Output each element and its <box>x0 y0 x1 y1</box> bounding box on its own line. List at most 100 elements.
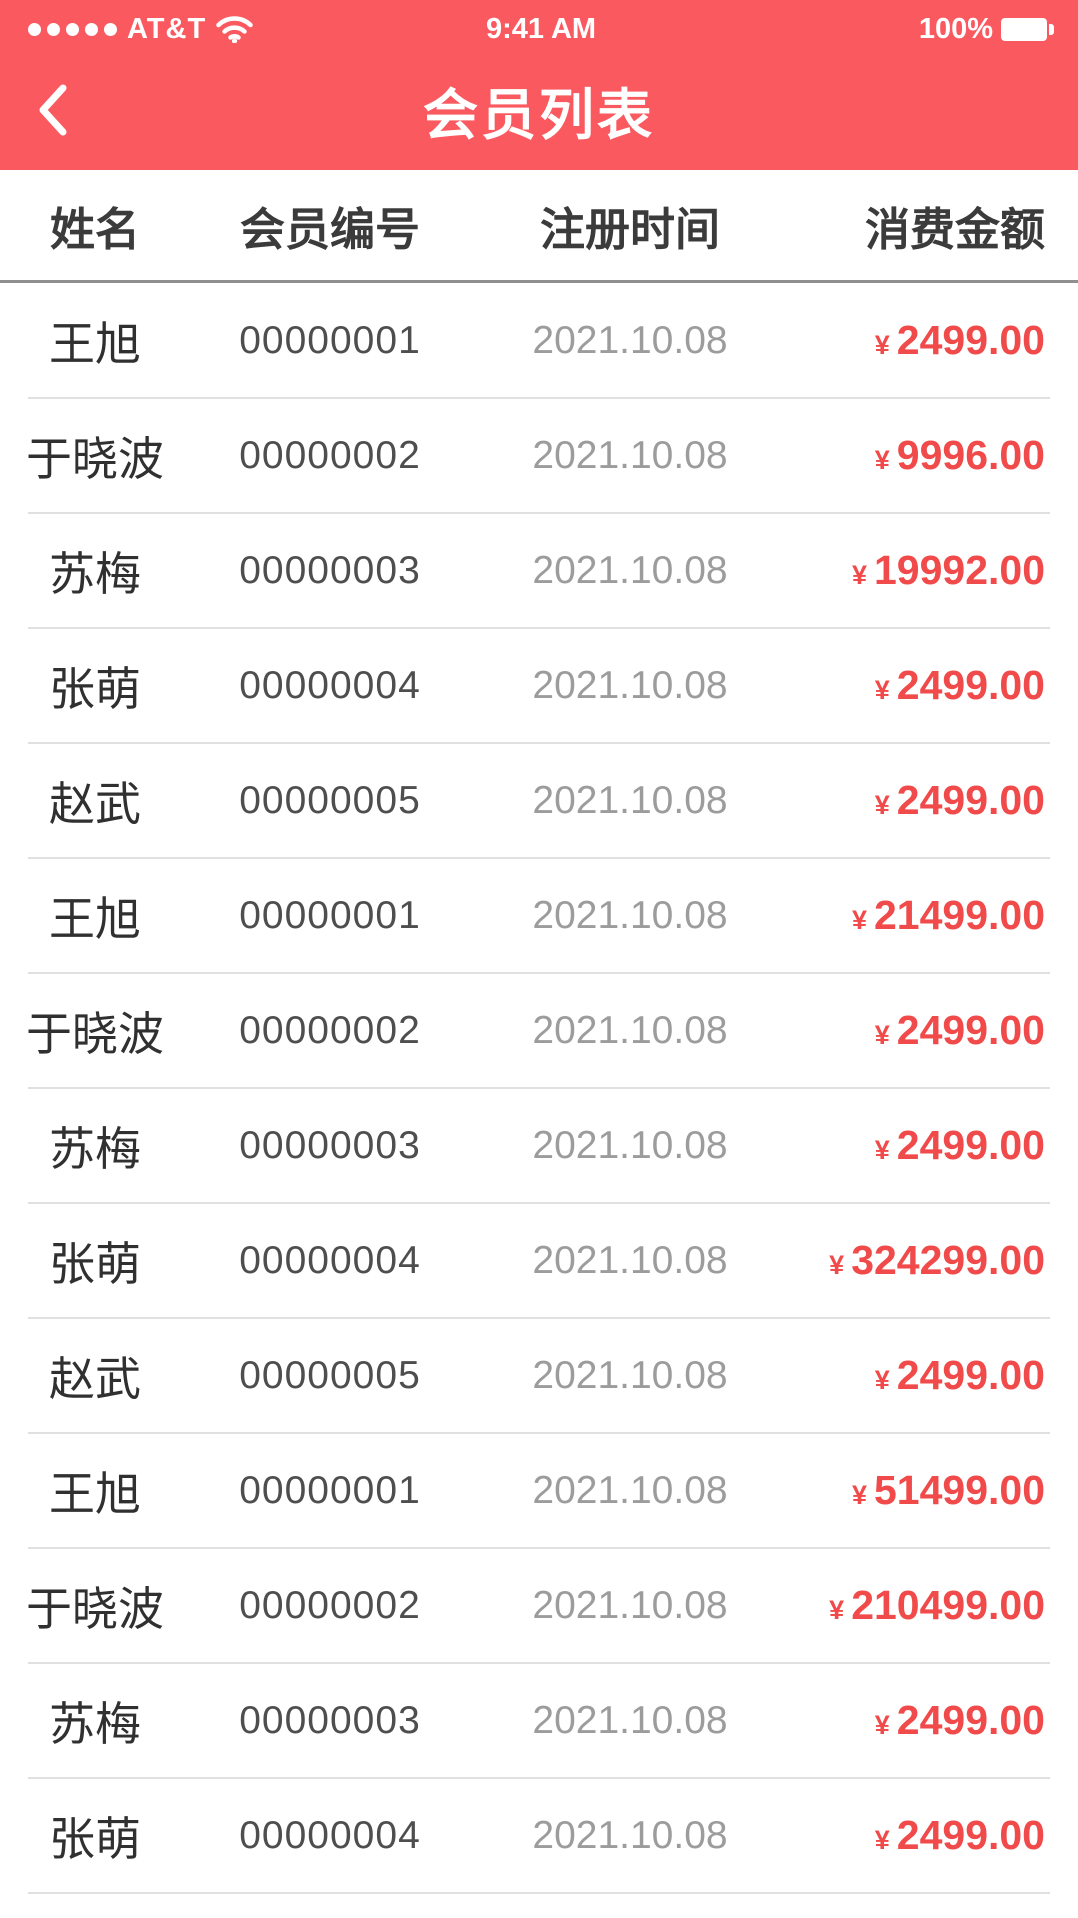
column-header-amount: 消费金额 <box>864 203 1045 255</box>
member-id: 00000002 <box>239 1583 421 1627</box>
member-row[interactable]: 王旭 00000001 2021.10.08 ¥21499.00 <box>0 858 1078 974</box>
member-row[interactable]: 赵武 00000005 2021.10.08 ¥2499.00 <box>0 743 1078 859</box>
member-row[interactable]: 苏梅 00000003 2021.10.08 ¥2499.00 <box>0 1088 1078 1204</box>
register-date: 2021.10.08 <box>532 318 728 362</box>
spend-amount: ¥2499.00 <box>874 662 1045 708</box>
member-row[interactable]: 于晓波 00000002 2021.10.08 ¥210499.00 <box>0 1548 1078 1664</box>
yen-currency-symbol: ¥ <box>874 1135 890 1165</box>
member-name: 王旭 <box>49 892 141 945</box>
member-table-body[interactable]: 王旭 00000001 2021.10.08 ¥2499.00 于晓波 0000… <box>0 283 1078 1894</box>
column-header-date: 注册时间 <box>539 203 720 255</box>
spend-amount: ¥9996.00 <box>874 432 1045 478</box>
column-header-name: 姓名 <box>49 203 140 255</box>
member-row[interactable]: 苏梅 00000003 2021.10.08 ¥19992.00 <box>0 513 1078 629</box>
member-row[interactable]: 苏梅 00000003 2021.10.08 ¥2499.00 <box>0 1663 1078 1779</box>
register-date: 2021.10.08 <box>532 778 728 822</box>
member-id: 00000004 <box>239 1238 421 1282</box>
spend-amount: ¥51499.00 <box>851 1467 1045 1513</box>
status-bar: AT&T 9:41 AM 100% <box>0 0 1078 50</box>
battery-percent-label: 100% <box>918 12 993 45</box>
app-header: AT&T 9:41 AM 100% <box>0 0 1078 170</box>
member-id: 00000002 <box>239 1008 421 1052</box>
register-date: 2021.10.08 <box>532 548 728 592</box>
member-id: 00000001 <box>239 318 421 362</box>
yen-currency-symbol: ¥ <box>874 1825 890 1855</box>
member-id: 00000003 <box>239 548 421 592</box>
spend-amount: ¥210499.00 <box>829 1582 1045 1628</box>
page-title: 会员列表 <box>422 84 655 146</box>
nav-bar: 会员列表 <box>0 50 1078 170</box>
member-id: 00000005 <box>239 1353 421 1397</box>
register-date: 2021.10.08 <box>532 1583 728 1627</box>
member-name: 张萌 <box>49 662 141 715</box>
yen-currency-symbol: ¥ <box>851 560 867 590</box>
member-row[interactable]: 张萌 00000004 2021.10.08 ¥324299.00 <box>0 1203 1078 1319</box>
member-name: 苏梅 <box>49 1697 141 1750</box>
register-date: 2021.10.08 <box>532 1353 728 1397</box>
member-name: 苏梅 <box>49 1122 141 1175</box>
yen-currency-symbol: ¥ <box>874 1020 890 1050</box>
member-name: 赵武 <box>49 777 141 830</box>
yen-currency-symbol: ¥ <box>874 790 890 820</box>
member-row[interactable]: 王旭 00000001 2021.10.08 ¥2499.00 <box>0 283 1078 399</box>
member-name: 于晓波 <box>26 1582 164 1635</box>
yen-currency-symbol: ¥ <box>829 1250 845 1280</box>
status-right: 100% <box>596 13 1054 46</box>
member-id: 00000003 <box>239 1698 421 1742</box>
spend-amount: ¥21499.00 <box>851 892 1045 938</box>
yen-currency-symbol: ¥ <box>874 675 890 705</box>
spend-amount: ¥2499.00 <box>874 1122 1045 1168</box>
member-name: 苏梅 <box>49 547 141 600</box>
member-row[interactable]: 张萌 00000004 2021.10.08 ¥2499.00 <box>0 1778 1078 1894</box>
yen-currency-symbol: ¥ <box>874 445 890 475</box>
spend-amount: ¥2499.00 <box>874 777 1045 823</box>
yen-currency-symbol: ¥ <box>874 330 890 360</box>
register-date: 2021.10.08 <box>532 1698 728 1742</box>
member-name: 赵武 <box>49 1352 141 1405</box>
spend-amount: ¥2499.00 <box>874 1812 1045 1858</box>
register-date: 2021.10.08 <box>532 1468 728 1512</box>
clock-label: 9:41 AM <box>485 12 597 45</box>
carrier-label: AT&T <box>127 12 207 45</box>
register-date: 2021.10.08 <box>532 1008 728 1052</box>
register-date: 2021.10.08 <box>532 893 728 937</box>
yen-currency-symbol: ¥ <box>851 1480 867 1510</box>
register-date: 2021.10.08 <box>532 1238 728 1282</box>
yen-currency-symbol: ¥ <box>851 905 867 935</box>
yen-currency-symbol: ¥ <box>874 1710 890 1740</box>
member-row[interactable]: 王旭 00000001 2021.10.08 ¥51499.00 <box>0 1433 1078 1549</box>
member-name: 于晓波 <box>26 432 164 485</box>
column-header-id: 会员编号 <box>239 203 420 255</box>
yen-currency-symbol: ¥ <box>874 1365 890 1395</box>
chevron-left-icon <box>36 84 68 140</box>
yen-currency-symbol: ¥ <box>829 1595 845 1625</box>
back-button[interactable] <box>30 77 74 143</box>
signal-strength-icon <box>28 22 117 36</box>
member-id: 00000003 <box>239 1123 421 1167</box>
member-name: 于晓波 <box>26 1007 164 1060</box>
member-id: 00000001 <box>239 893 421 937</box>
wifi-icon <box>216 15 253 44</box>
member-row[interactable]: 赵武 00000005 2021.10.08 ¥2499.00 <box>0 1318 1078 1434</box>
spend-amount: ¥2499.00 <box>874 317 1045 363</box>
spend-amount: ¥2499.00 <box>874 1697 1045 1743</box>
member-name: 张萌 <box>49 1237 141 1290</box>
member-name: 张萌 <box>49 1812 141 1865</box>
register-date: 2021.10.08 <box>532 663 728 707</box>
spend-amount: ¥324299.00 <box>829 1237 1045 1283</box>
member-row[interactable]: 于晓波 00000002 2021.10.08 ¥2499.00 <box>0 973 1078 1089</box>
member-name: 王旭 <box>49 317 141 370</box>
member-id: 00000004 <box>239 1813 421 1857</box>
register-date: 2021.10.08 <box>532 1813 728 1857</box>
member-id: 00000005 <box>239 778 421 822</box>
member-row[interactable]: 张萌 00000004 2021.10.08 ¥2499.00 <box>0 628 1078 744</box>
spend-amount: ¥19992.00 <box>851 547 1045 593</box>
register-date: 2021.10.08 <box>532 433 728 477</box>
spend-amount: ¥2499.00 <box>874 1007 1045 1053</box>
member-name: 王旭 <box>49 1467 141 1520</box>
member-row[interactable]: 于晓波 00000002 2021.10.08 ¥9996.00 <box>0 398 1078 514</box>
spend-amount: ¥2499.00 <box>874 1352 1045 1398</box>
register-date: 2021.10.08 <box>532 1123 728 1167</box>
member-id: 00000001 <box>239 1468 421 1512</box>
